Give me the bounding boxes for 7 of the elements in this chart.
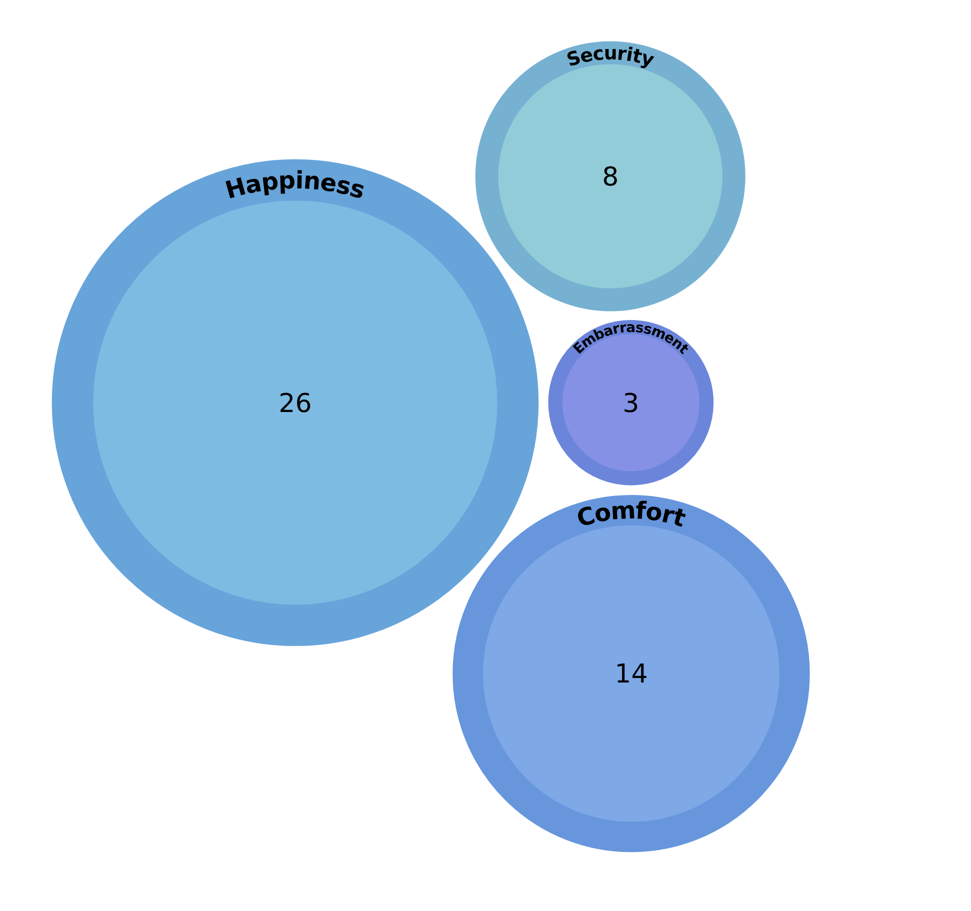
category-label: Happiness <box>222 166 368 205</box>
data-label: 8 <box>602 162 619 192</box>
category-label: Security <box>564 42 657 72</box>
data-label: 3 <box>622 388 640 419</box>
data-label: 26 <box>278 388 312 419</box>
category-label: Comfort <box>574 496 689 533</box>
data-label: 14 <box>614 660 648 690</box>
